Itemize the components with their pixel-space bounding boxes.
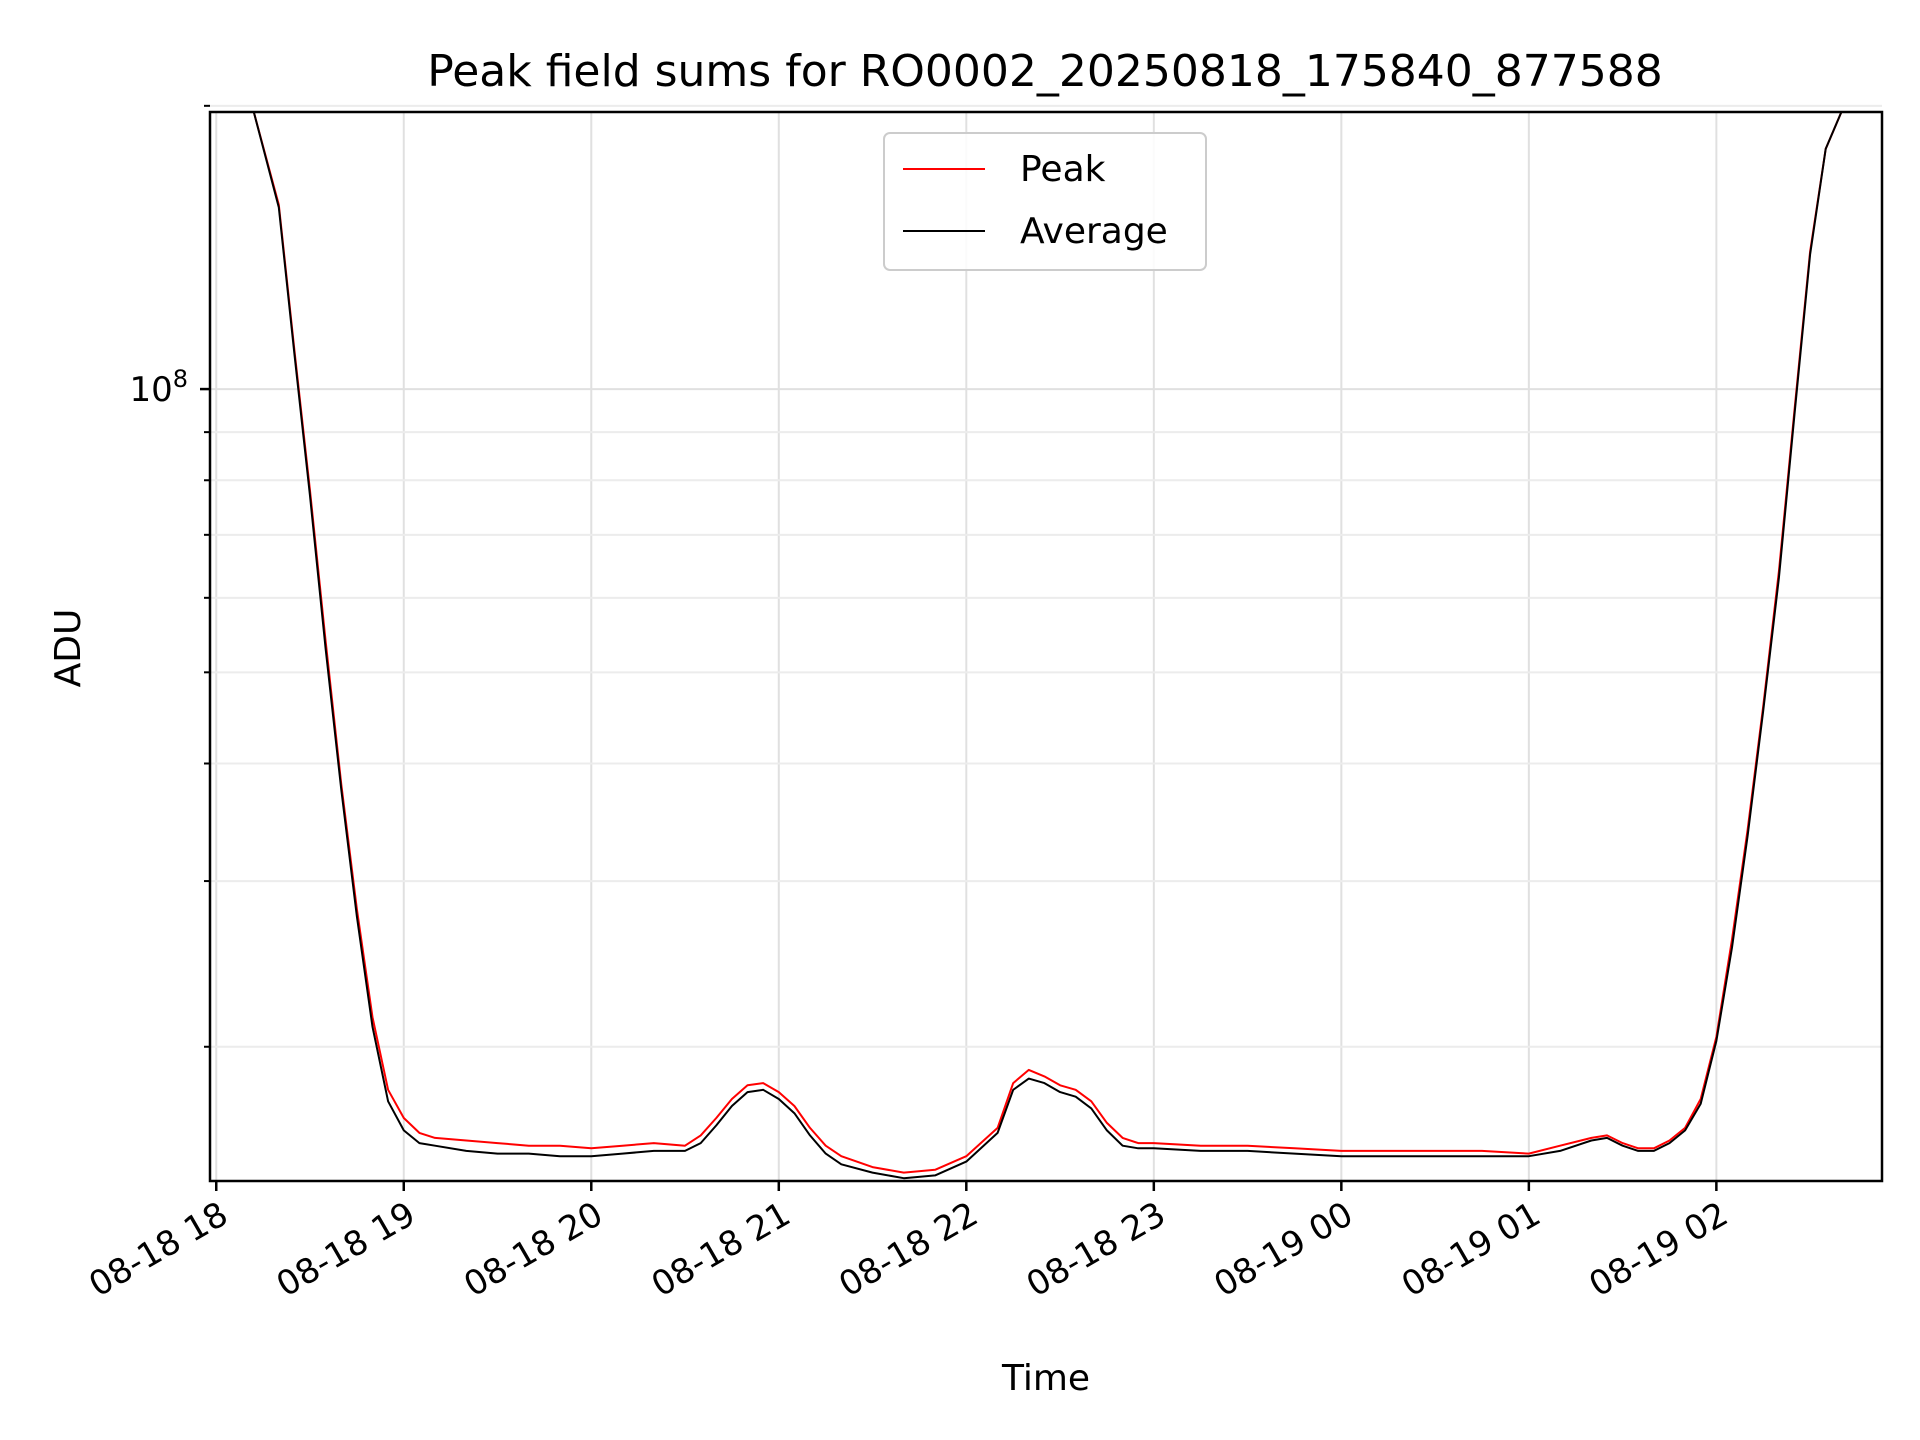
series-line-average xyxy=(252,112,1857,1180)
legend-label-peak: Peak xyxy=(1020,149,1106,190)
plot-frame xyxy=(208,110,1884,1183)
series-line-peak xyxy=(252,112,1857,1174)
series-layer xyxy=(252,112,1857,1180)
x-axis-label: Time xyxy=(1001,1358,1090,1399)
legend-box xyxy=(883,132,1207,271)
grid xyxy=(210,104,1882,1181)
chart-title: Peak field sums for RO0002_20250818_1758… xyxy=(427,46,1663,97)
y-tick-label: 108 xyxy=(129,365,188,410)
legend: Peak Average xyxy=(883,132,1207,271)
y-axis-label: ADU xyxy=(48,609,89,688)
y-axis: 108 xyxy=(129,104,210,1048)
legend-label-average: Average xyxy=(1020,211,1168,252)
